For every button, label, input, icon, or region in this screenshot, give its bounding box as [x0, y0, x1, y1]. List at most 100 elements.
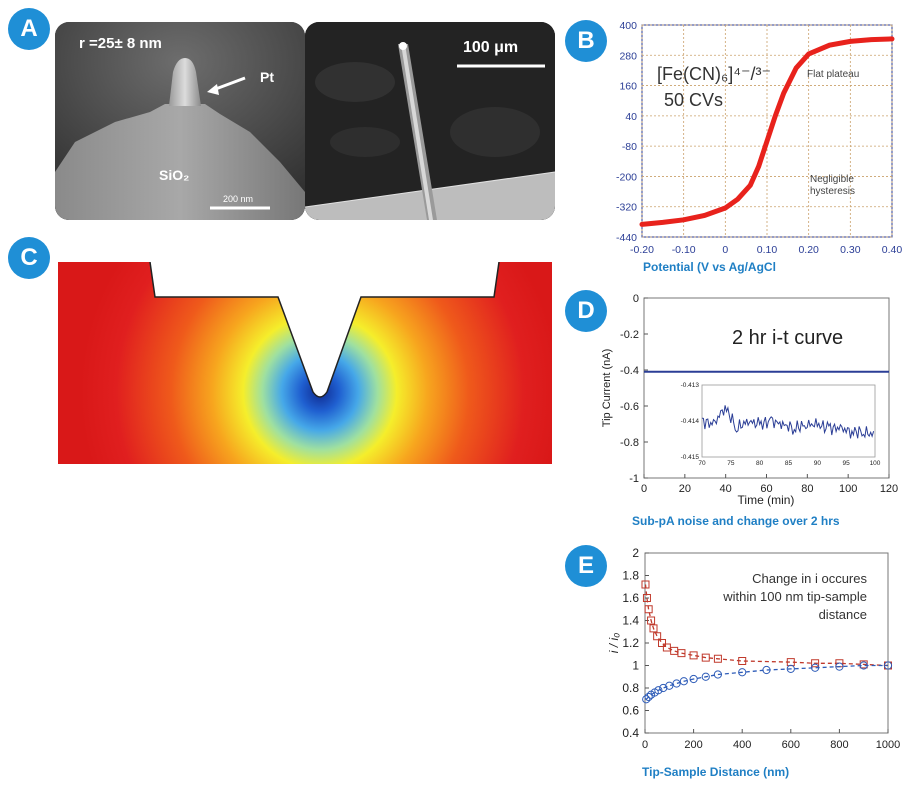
approach-point-circle — [642, 695, 651, 704]
cv-x-tick-label: 0.40 — [882, 244, 903, 256]
approach-x-tick-label: 600 — [782, 739, 800, 751]
approach-point-circle — [644, 692, 653, 702]
approach-point-square — [677, 649, 686, 658]
approach-y-tick-label: 0.4 — [622, 726, 639, 740]
approach-annotation-1: Change in i occures — [752, 571, 867, 586]
it-x-tick-label: 60 — [760, 483, 772, 495]
approach-point-square — [658, 639, 667, 647]
cv-y-tick-label: -440 — [616, 232, 637, 244]
approach-annotation-3: distance — [819, 607, 867, 622]
approach-point-circle — [701, 672, 710, 681]
cv-y-tick-label: 280 — [619, 50, 637, 62]
cv-x-tick-label: 0.30 — [840, 244, 861, 256]
cv-y-tick-label: 160 — [619, 81, 637, 93]
approach-point-square — [647, 616, 656, 625]
approach-fit-line-0 — [644, 584, 889, 667]
cv-annotation-plateau: Flat plateau — [807, 69, 859, 80]
approach-y-tick-label: 2 — [632, 546, 639, 560]
approach-point-square — [738, 657, 747, 665]
approach-point-square — [653, 632, 662, 641]
cv-y-tick-label: 400 — [619, 20, 637, 32]
cv-series-line — [639, 36, 895, 227]
it-y-tick-label: -1 — [629, 473, 639, 485]
it-inset-x-tick-label: 70 — [698, 460, 706, 467]
approach-point-square — [642, 594, 651, 602]
approach-x-tick-label: 0 — [642, 739, 648, 751]
cv-x-tick-label: -0.20 — [630, 244, 654, 256]
it-x-tick-label: 40 — [720, 483, 732, 495]
approach-y-label: i / i₀ — [607, 633, 621, 653]
it-y-tick-label: -0.6 — [620, 401, 639, 413]
sem-tip-drawing: r =25± 8 nm Pt SiO₂ 200 nm — [55, 22, 305, 220]
approach-point-square — [811, 659, 820, 668]
cv-annotation-count: 50 CVs — [664, 90, 723, 110]
approach-y-tick-label: 1.6 — [622, 591, 639, 605]
approach-point-circle — [835, 662, 844, 671]
approach-point-circle — [811, 663, 820, 672]
approach-y-tick-label: 1.8 — [622, 569, 639, 583]
cv-annotation-hysteresis-1: Negligible — [810, 174, 854, 185]
approach-x-tick-label: 400 — [733, 739, 751, 751]
cv-y-tick-label: -320 — [616, 202, 637, 214]
panel-c-badge: C — [8, 237, 50, 279]
it-inset-x-tick-label: 90 — [814, 460, 822, 467]
approach-fit-line-1 — [645, 664, 888, 700]
approach-point-square — [641, 580, 650, 589]
approach-point-square — [644, 605, 653, 614]
panel-d-badge: D — [565, 290, 607, 332]
cv-annotation-hysteresis-2: hysteresis — [810, 186, 855, 197]
approach-x-tick-label: 1000 — [876, 739, 900, 751]
cv-x-tick-label: -0.10 — [672, 244, 696, 256]
approach-point-circle — [689, 674, 698, 684]
approach-point-square — [649, 624, 658, 633]
approach-point-square — [689, 651, 698, 660]
it-inset-y-tick-label: -0.413 — [681, 382, 700, 389]
it-y-tick-label: -0.8 — [620, 437, 639, 449]
it-inset-y-tick-label: -0.414 — [681, 418, 700, 425]
approach-point-circle — [654, 686, 663, 695]
it-y-tick-label: 0 — [633, 293, 639, 305]
it-y-tick-label: -0.4 — [620, 365, 639, 377]
approach-x-tick-label: 800 — [830, 739, 848, 751]
approach-point-circle — [665, 681, 674, 690]
it-x-tick-label: 0 — [641, 483, 647, 495]
sio2-label: SiO₂ — [159, 167, 189, 183]
cv-x-tick-label: 0.10 — [757, 244, 778, 256]
arrow-icon — [207, 84, 219, 95]
it-inset-series — [701, 405, 875, 439]
cv-y-tick-label: 40 — [625, 111, 637, 123]
it-x-label: Time (min) — [738, 493, 795, 507]
it-annotation: 2 hr i-t curve — [732, 327, 843, 349]
it-inset-x-tick-label: 100 — [870, 460, 881, 467]
it-y-tick-label: -0.2 — [620, 329, 639, 341]
approach-point-circle — [762, 665, 771, 675]
approach-y-tick-label: 0.6 — [622, 704, 639, 718]
approach-caption: Tip-Sample Distance (nm) — [642, 765, 790, 779]
approach-point-circle — [786, 664, 795, 673]
cv-x-tick-label: 0.20 — [798, 244, 819, 256]
approach-chart: 0 200 400 600 800 1000 2 1.8 1.6 1.4 1.2 1 0.8 0.6 0.4… — [607, 546, 900, 751]
pt-label: Pt — [260, 69, 274, 85]
approach-point-circle — [883, 661, 893, 670]
cv-y-tick-label: -200 — [616, 171, 637, 183]
cv-chart: -0.20 -0.10 0 0.10 0.20 0.30 0.40 400 280 160 40 -8… — [616, 20, 903, 256]
approach-y-tick-label: 1.4 — [622, 614, 639, 628]
it-inset-y-tick-label: -0.415 — [681, 454, 700, 461]
approach-point-circle — [672, 679, 681, 688]
it-inset — [701, 384, 876, 458]
approach-x-tick-label: 200 — [684, 739, 702, 751]
approach-point-circle — [679, 677, 688, 686]
panel-a-badge: A — [8, 8, 50, 50]
it-caption: Sub-pA noise and change over 2 hrs — [632, 514, 840, 528]
it-x-tick-label: 120 — [880, 483, 898, 495]
it-inset-x-tick-label: 85 — [785, 460, 793, 467]
it-x-tick-label: 20 — [679, 483, 691, 495]
sio2-cone — [55, 104, 305, 220]
approach-y-tick-label: 1 — [632, 659, 639, 673]
approach-point-square — [701, 653, 710, 662]
approach-y-tick-label: 1.2 — [622, 636, 639, 650]
pt-tip — [169, 58, 201, 106]
simulation-heatmap — [58, 262, 552, 464]
cv-annotation-complex: [Fe(CN)₆]⁴⁻/³⁻ — [657, 64, 771, 84]
it-inset-x-tick-label: 75 — [727, 460, 735, 467]
